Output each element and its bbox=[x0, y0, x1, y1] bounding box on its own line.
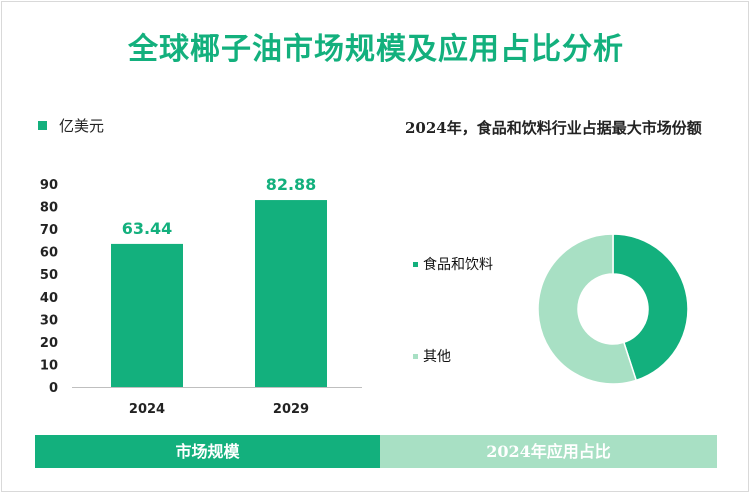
y-tick-label: 0 bbox=[49, 381, 58, 396]
y-tick-label: 10 bbox=[40, 358, 58, 373]
pie-legend-other: 其他 bbox=[413, 346, 451, 366]
pie-title: 2024年，食品和饮料行业占据最大市场份额 bbox=[405, 119, 702, 137]
y-tick-label: 20 bbox=[40, 336, 58, 351]
pie-slice bbox=[537, 233, 638, 385]
legend-swatch bbox=[38, 120, 47, 130]
pie-legend-dot-food bbox=[413, 261, 418, 267]
legend-label: 亿美元 bbox=[59, 116, 105, 135]
y-tick-label: 80 bbox=[40, 201, 58, 216]
y-tick-label: 70 bbox=[40, 223, 58, 238]
bar-value-label: 82.88 bbox=[266, 175, 317, 194]
y-tick-label: 60 bbox=[40, 246, 58, 261]
x-tick-label: 2029 bbox=[273, 402, 309, 417]
y-tick-label: 40 bbox=[40, 291, 58, 306]
pie-legend-food: 食品和饮料 bbox=[413, 254, 493, 274]
x-tick-label: 2024 bbox=[129, 402, 165, 417]
pie-legend-dot-other bbox=[413, 353, 418, 359]
bar bbox=[255, 200, 327, 387]
tab-application-share: 2024年应用占比 bbox=[380, 435, 717, 468]
y-tick-label: 30 bbox=[40, 313, 58, 328]
y-tick-label: 90 bbox=[40, 178, 58, 193]
y-tick-label: 50 bbox=[40, 268, 58, 283]
bar-value-label: 63.44 bbox=[122, 219, 173, 238]
bar-legend: 亿美元 bbox=[38, 115, 104, 135]
pie-slice bbox=[612, 233, 689, 382]
bar bbox=[111, 243, 183, 387]
pie-legend-label-food: 食品和饮料 bbox=[423, 257, 493, 273]
pie-legend-label-other: 其他 bbox=[423, 349, 451, 365]
tab-market-size: 市场规模 bbox=[35, 435, 380, 468]
page-title: 全球椰子油市场规模及应用占比分析 bbox=[128, 32, 624, 67]
